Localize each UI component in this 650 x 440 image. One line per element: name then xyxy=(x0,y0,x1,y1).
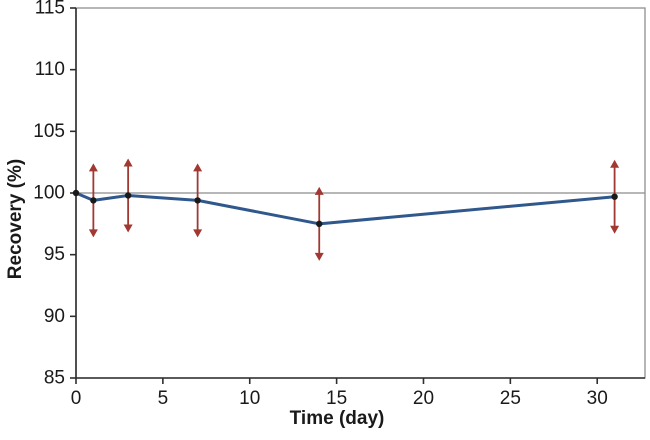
error-arrow-head-down xyxy=(123,224,133,233)
y-tick-label: 115 xyxy=(35,0,65,19)
x-tick-label: 30 xyxy=(587,388,608,409)
error-arrow-head-down xyxy=(314,252,324,261)
data-point-marker xyxy=(194,197,201,204)
error-arrow-head-up xyxy=(314,186,324,195)
recovery-line xyxy=(74,191,617,226)
x-tick-label: 25 xyxy=(500,388,521,409)
error-arrow-head-up xyxy=(193,163,203,172)
x-tick-label: 5 xyxy=(158,388,169,409)
y-tick-label: 95 xyxy=(44,244,65,265)
x-tick-label: 15 xyxy=(326,388,347,409)
data-point-marker xyxy=(72,189,80,197)
error-arrow-head-down xyxy=(88,229,98,238)
data-point-marker xyxy=(316,220,323,228)
x-tick-label: 20 xyxy=(413,388,434,409)
error-arrow-head-up xyxy=(610,159,620,168)
y-tick-label: 105 xyxy=(33,121,65,142)
y-tick-label: 100 xyxy=(33,183,65,204)
x-tick-label: 0 xyxy=(71,388,82,409)
error-arrow-head-up xyxy=(123,158,133,167)
data-point-marker xyxy=(90,197,97,204)
data-point-marker xyxy=(611,193,618,200)
y-axis-title: Recovery (%) xyxy=(5,158,26,280)
y-tick-label: 85 xyxy=(44,368,65,389)
data-point-marker xyxy=(124,192,132,199)
error-arrow-head-up xyxy=(88,163,98,172)
y-tick-label: 90 xyxy=(44,306,65,327)
error-arrow-head-down xyxy=(610,225,620,234)
y-tick-label: 110 xyxy=(35,59,65,80)
x-axis-title: Time (day) xyxy=(289,408,385,429)
x-tick-label: 10 xyxy=(239,388,260,409)
error-arrow-head-down xyxy=(193,229,203,238)
